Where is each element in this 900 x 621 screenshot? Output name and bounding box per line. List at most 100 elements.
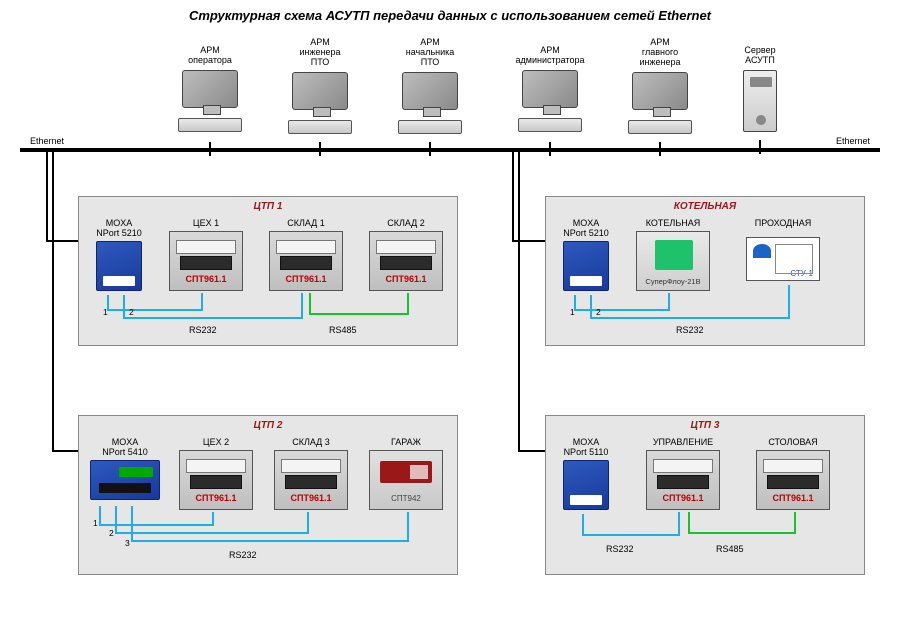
diagram-title: Структурная схема АСУТП передачи данных …: [0, 8, 900, 23]
zone-ctp2: ЦТП 2 MOXA NPort 5410 ЦЕХ 2 СПТ961.1 СКЛ…: [78, 415, 458, 575]
device-model: СПТ961.1: [180, 493, 252, 503]
moxa-device: MOXA NPort 5110: [556, 438, 616, 510]
spt-device: ЦЕХ 2 СПТ961.1: [179, 438, 253, 510]
zone-kotel: КОТЕЛЬНАЯ MOXA NPort 5210 КОТЕЛЬНАЯ Супе…: [545, 196, 865, 346]
workstation: АРМ оператора: [170, 46, 250, 132]
zone-title: КОТЕЛЬНАЯ: [546, 201, 864, 212]
bus-drop: [46, 152, 48, 242]
workstation-label: АРМ главного инженера: [620, 38, 700, 68]
monitor-icon: [522, 70, 578, 108]
desktop-icon: [398, 120, 462, 134]
wire: [590, 317, 790, 319]
ethernet-label-left: Ethernet: [30, 136, 64, 146]
garage-device: ГАРАЖ СПТ942: [369, 438, 443, 510]
spt-icon: СПТ961.1: [179, 450, 253, 510]
bus-drop: [512, 152, 514, 242]
wire: [309, 293, 311, 313]
ethernet-bus: [20, 148, 880, 152]
device-model: СПТ961.1: [757, 493, 829, 503]
spt-device: УПРАВЛЕНИЕ СПТ961.1: [646, 438, 720, 510]
superflow-device: КОТЕЛЬНАЯ СуперФлоу-21В: [636, 219, 710, 291]
device-top-label: СТОЛОВАЯ: [756, 438, 830, 448]
port-number: 2: [129, 307, 134, 317]
wire: [307, 512, 309, 534]
monitor-icon: [632, 72, 688, 110]
device-top-label: ПРОХОДНАЯ: [746, 219, 820, 229]
protocol-label: RS485: [329, 325, 357, 335]
spt-device: СКЛАД 3 СПТ961.1: [274, 438, 348, 510]
wire: [107, 309, 203, 311]
wire: [582, 514, 584, 534]
ethernet-label-right: Ethernet: [836, 136, 870, 146]
device-model: СПТ961.1: [170, 274, 242, 284]
wire: [201, 293, 203, 311]
ethernet-drop: [319, 142, 321, 156]
workstation: АРМ начальника ПТО: [390, 38, 470, 134]
spt-device: ЦЕХ 1 СПТ961.1: [169, 219, 243, 291]
desktop-icon: [288, 120, 352, 134]
wire: [301, 293, 303, 319]
server-label: Сервер АСУТП: [730, 46, 790, 66]
diagram-page: Структурная схема АСУТП передачи данных …: [0, 0, 900, 621]
zone-ctp1: ЦТП 1 MOXA NPort 5210 ЦЕХ 1 СПТ961.1 СКЛ…: [78, 196, 458, 346]
spt-icon: СПТ961.1: [269, 231, 343, 291]
wire: [115, 506, 117, 532]
device-model: СПТ961.1: [270, 274, 342, 284]
server: Сервер АСУТП: [730, 46, 790, 132]
monitor-icon: [402, 72, 458, 110]
device-top-label: ЦЕХ 2: [179, 438, 253, 448]
wire: [407, 293, 409, 315]
wire: [212, 512, 214, 526]
moxa-icon: [96, 241, 142, 291]
device-label: MOXA NPort 5210: [89, 219, 149, 239]
port-number: 1: [103, 307, 108, 317]
moxa-device: MOXA NPort 5210: [556, 219, 616, 291]
ethernet-drop: [429, 142, 431, 156]
monitor-icon: [182, 70, 238, 108]
device-model: СПТ961.1: [370, 274, 442, 284]
wire: [309, 313, 409, 315]
protocol-label: RS232: [676, 325, 704, 335]
device-label: MOXA NPort 5110: [556, 438, 616, 458]
wire: [99, 506, 101, 524]
spt-device: СКЛАД 2 СПТ961.1: [369, 219, 443, 291]
moxa-icon: [563, 460, 609, 510]
device-model: СуперФлоу-21В: [637, 277, 709, 286]
port-number: 3: [125, 538, 130, 548]
port-number: 1: [570, 307, 575, 317]
workstation-label: АРМ оператора: [170, 46, 250, 66]
zone-title: ЦТП 2: [79, 420, 457, 431]
wire: [668, 293, 670, 311]
wire: [688, 532, 796, 534]
device-model: СПТ961.1: [275, 493, 347, 503]
device-top-label: ЦЕХ 1: [169, 219, 243, 229]
device-model: СПТ961.1: [647, 493, 719, 503]
stu-icon: СТУ-1: [746, 237, 820, 281]
wire: [131, 506, 133, 540]
spt-icon: СПТ961.1: [274, 450, 348, 510]
workstation: АРМ инженера ПТО: [280, 38, 360, 134]
monitor-icon: [292, 72, 348, 110]
spt-icon: СПТ961.1: [369, 231, 443, 291]
desktop-icon: [518, 118, 582, 132]
device-top-label: СКЛАД 2: [369, 219, 443, 229]
moxa-device: MOXA NPort 5210: [89, 219, 149, 291]
device-model: СПТ942: [370, 494, 442, 503]
protocol-label: RS232: [229, 550, 257, 560]
port-number: 1: [93, 518, 98, 528]
wire: [407, 512, 409, 542]
wire: [131, 540, 409, 542]
wire: [590, 295, 592, 317]
workstation-label: АРМ инженера ПТО: [280, 38, 360, 68]
device-top-label: КОТЕЛЬНАЯ: [636, 219, 710, 229]
spt-icon: СПТ961.1: [169, 231, 243, 291]
port-number: 2: [109, 528, 114, 538]
wire: [788, 285, 790, 319]
stu-device: ПРОХОДНАЯ СТУ-1: [746, 219, 820, 281]
spt-icon: СПТ961.1: [646, 450, 720, 510]
zone-title: ЦТП 1: [79, 201, 457, 212]
moxa-device: MOXA NPort 5410: [85, 438, 165, 500]
ethernet-drop: [759, 140, 761, 154]
moxa-h-icon: [90, 460, 160, 500]
protocol-label: RS232: [606, 544, 634, 554]
